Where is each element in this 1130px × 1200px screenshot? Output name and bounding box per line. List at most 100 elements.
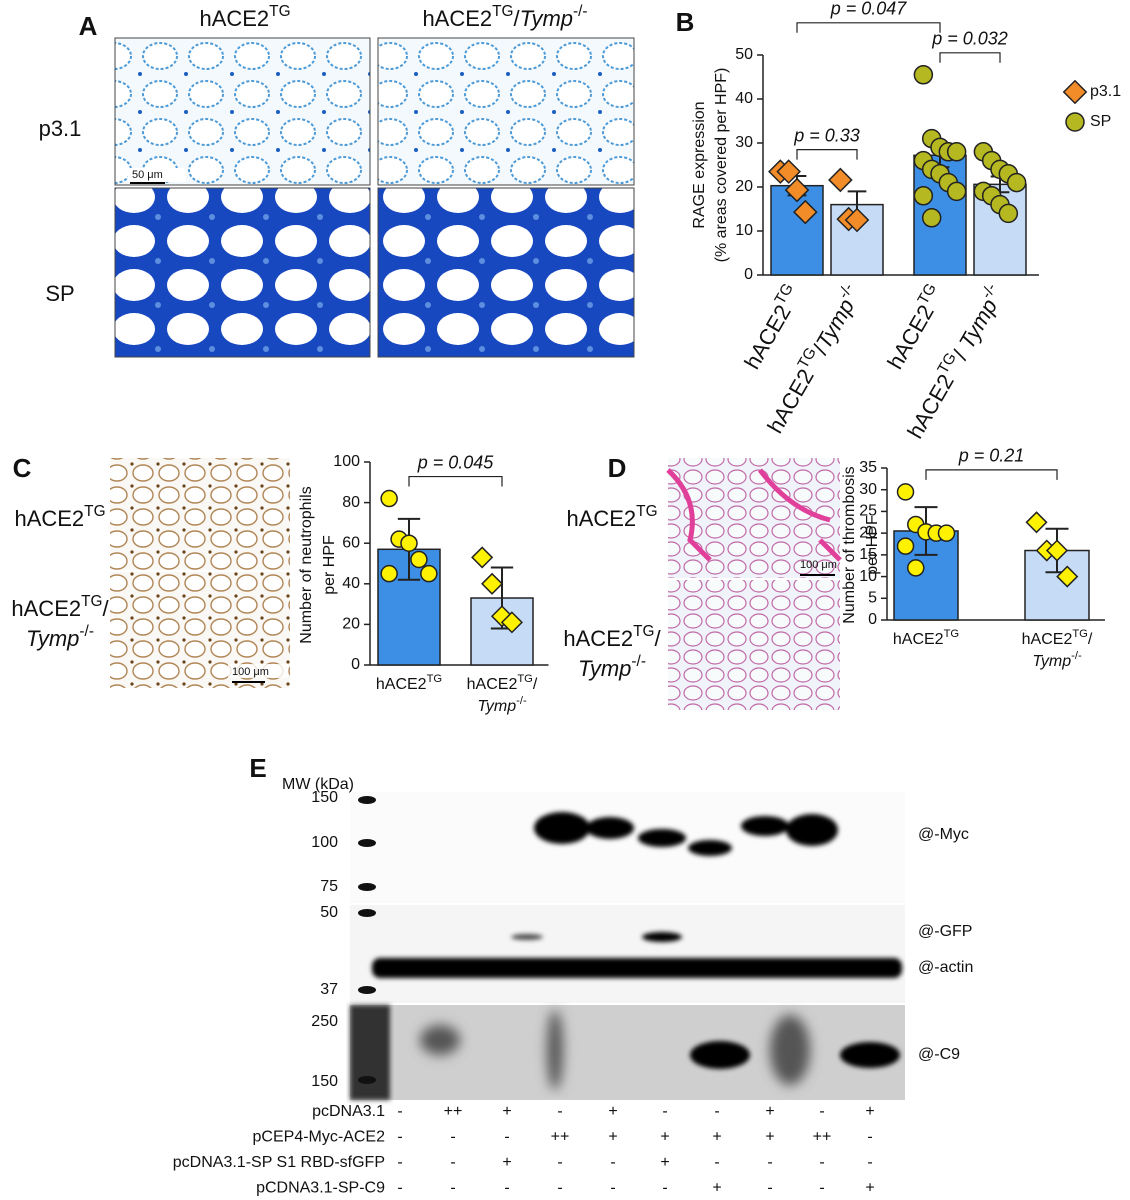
p-value: p = 0.032 [931, 29, 1008, 49]
text-segment: hACE2 [14, 506, 84, 531]
condition-mark: - [819, 1154, 824, 1171]
blot [350, 792, 905, 903]
blot-noise [420, 1010, 810, 1090]
scale-bar-label: 100 μm [800, 559, 837, 571]
data-point [913, 65, 934, 85]
condition-mark: - [557, 1103, 562, 1120]
y-axis-label: (% areas covered per HPF) [713, 68, 730, 263]
blot-label: @-C9 [918, 1046, 960, 1063]
text-segment: hACE2 [882, 300, 939, 373]
data-point [481, 572, 504, 595]
data-point [896, 483, 915, 501]
condition-mark: + [502, 1154, 511, 1171]
y-tick-label: 35 [859, 459, 877, 476]
scale-bg [228, 664, 288, 678]
condition-mark: + [608, 1103, 617, 1120]
text-segment: hACE2 [739, 300, 796, 373]
text-segment: -/- [1071, 650, 1082, 662]
histology-image [114, 37, 371, 186]
panel-letter: B [676, 7, 695, 37]
text-segment: hACE2 [902, 370, 959, 443]
data-point [380, 564, 398, 583]
condition-mark: - [867, 1129, 872, 1146]
condition-mark: + [765, 1103, 774, 1120]
y-tick-label: 5 [868, 590, 877, 607]
condition-mark: - [450, 1129, 455, 1146]
data-point [913, 186, 934, 206]
text-segment: / [533, 676, 538, 693]
text-segment: hACE2 [1022, 631, 1073, 648]
data-point [400, 534, 418, 552]
row-label: hACE2TG [566, 503, 657, 531]
text-segment: TG [269, 3, 290, 20]
row-label: hACE2TG/ Tymp-/- [563, 623, 661, 681]
mw-marker: 150 [311, 1073, 338, 1090]
blot [350, 905, 905, 1003]
x-tick-label: hACE2TG [376, 673, 442, 693]
significance-bracket [408, 475, 503, 487]
condition-mark: + [865, 1180, 874, 1197]
condition-mark: - [662, 1103, 667, 1120]
y-tick-label: 20 [735, 178, 753, 195]
mw-marker: 250 [311, 1013, 338, 1030]
column-label: hACE2TG [199, 3, 290, 31]
text-segment: Tymp [1032, 653, 1071, 670]
row-label: p3.1 [39, 116, 82, 141]
panel-letter: E [249, 753, 266, 783]
condition-mark: - [610, 1154, 615, 1171]
text-segment: TG [84, 503, 105, 520]
row-label: SP [45, 281, 74, 306]
condition-mark: - [819, 1103, 824, 1120]
y-tick-label: 30 [735, 134, 753, 151]
histology-image [110, 458, 290, 570]
y-tick-label: 80 [342, 494, 360, 511]
condition-mark: - [504, 1180, 509, 1197]
panel-letter: C [13, 453, 32, 483]
text-segment: TG [81, 593, 102, 610]
condition-mark: - [819, 1180, 824, 1197]
condition-mark: ++ [551, 1129, 570, 1146]
text-segment: TG [636, 503, 657, 520]
data-point [921, 208, 942, 228]
data-point [1045, 539, 1069, 562]
text-segment: Tymp [477, 698, 516, 715]
row-label: hACE2TG/ Tymp-/- [11, 593, 109, 651]
mw-marker: 100 [311, 834, 338, 851]
panel-letter: D [608, 453, 627, 483]
histology-image [114, 187, 371, 358]
data-point [907, 559, 925, 577]
y-tick-label: 0 [744, 266, 753, 283]
text-segment: Tymp [520, 6, 573, 31]
data-point [380, 489, 398, 508]
data-point [420, 564, 438, 583]
text-segment: / [514, 6, 521, 31]
condition-mark: - [450, 1180, 455, 1197]
condition-mark: + [712, 1129, 721, 1146]
text-segment: / [654, 626, 661, 651]
text-segment: hACE2 [762, 365, 819, 438]
text-segment: hACE2 [11, 596, 81, 621]
mw-marker: 37 [320, 981, 338, 998]
x-tick-label: hACE2TG/ Tymp-/- [467, 673, 538, 715]
text-segment: Tymp [811, 294, 859, 353]
data-point [410, 550, 428, 569]
legend-label: SP [1090, 113, 1111, 130]
data-point [1025, 511, 1048, 534]
text-segment: Tymp [954, 294, 1002, 353]
condition-label: pCDNA3.1-SP-C9 [256, 1180, 385, 1197]
text-segment: / [102, 596, 109, 621]
text-segment: hACE2 [199, 6, 269, 31]
histology-vessel [666, 468, 842, 562]
x-tick-label: hACE2TG [893, 628, 959, 648]
significance-bracket [925, 469, 1058, 480]
condition-mark: + [608, 1129, 617, 1146]
ladder [358, 796, 376, 1084]
y-tick-label: 20 [342, 616, 360, 633]
text-segment: hACE2 [563, 626, 633, 651]
mw-marker: 150 [311, 789, 338, 806]
legend-label: p3.1 [1090, 83, 1121, 100]
y-axis-label: per HPF [864, 515, 881, 575]
panel-letter: A [79, 11, 98, 41]
condition-mark: ++ [813, 1129, 832, 1146]
data-point [500, 611, 523, 634]
